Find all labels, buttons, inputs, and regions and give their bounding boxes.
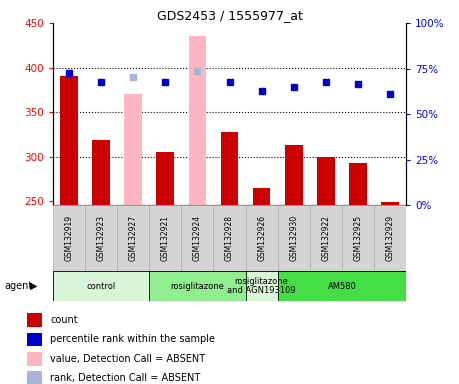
Text: GSM132919: GSM132919 xyxy=(64,215,73,261)
Text: rosiglitazone
and AGN193109: rosiglitazone and AGN193109 xyxy=(227,277,296,295)
Text: agent: agent xyxy=(5,281,33,291)
Text: value, Detection Call = ABSENT: value, Detection Call = ABSENT xyxy=(50,354,206,364)
Bar xyxy=(27,352,42,366)
Text: rosiglitazone: rosiglitazone xyxy=(170,281,224,291)
Text: count: count xyxy=(50,315,78,325)
Text: GSM132930: GSM132930 xyxy=(289,215,298,261)
Bar xyxy=(278,271,406,301)
Bar xyxy=(60,76,78,205)
Bar xyxy=(349,163,367,205)
Bar xyxy=(149,205,181,271)
Bar xyxy=(221,132,238,205)
Text: percentile rank within the sample: percentile rank within the sample xyxy=(50,334,215,344)
Bar xyxy=(27,313,42,327)
Bar xyxy=(85,205,117,271)
Bar xyxy=(53,205,85,271)
Text: ▶: ▶ xyxy=(30,281,37,291)
Text: GSM132926: GSM132926 xyxy=(257,215,266,261)
Bar xyxy=(213,205,246,271)
Bar xyxy=(342,205,374,271)
Text: GSM132928: GSM132928 xyxy=(225,215,234,261)
Text: GSM132927: GSM132927 xyxy=(129,215,138,261)
Bar xyxy=(310,205,342,271)
Text: GSM132924: GSM132924 xyxy=(193,215,202,261)
Title: GDS2453 / 1555977_at: GDS2453 / 1555977_at xyxy=(157,9,302,22)
Text: GSM132925: GSM132925 xyxy=(353,215,363,261)
Text: GSM132921: GSM132921 xyxy=(161,215,170,261)
Bar xyxy=(53,271,149,301)
Bar xyxy=(246,271,278,301)
Bar xyxy=(181,205,213,271)
Text: GSM132923: GSM132923 xyxy=(96,215,106,261)
Bar xyxy=(253,188,270,205)
Bar xyxy=(278,205,310,271)
Bar xyxy=(117,205,149,271)
Bar xyxy=(246,205,278,271)
Bar xyxy=(124,94,142,205)
Bar xyxy=(27,333,42,346)
Text: GSM132929: GSM132929 xyxy=(386,215,395,261)
Bar xyxy=(189,36,206,205)
Text: rank, Detection Call = ABSENT: rank, Detection Call = ABSENT xyxy=(50,373,201,383)
Bar xyxy=(157,152,174,205)
Bar xyxy=(27,371,42,384)
Text: GSM132922: GSM132922 xyxy=(321,215,330,261)
Text: control: control xyxy=(86,281,116,291)
Bar xyxy=(149,271,246,301)
Bar xyxy=(317,157,335,205)
Text: AM580: AM580 xyxy=(328,281,356,291)
Bar xyxy=(92,141,110,205)
Bar xyxy=(374,205,406,271)
Bar xyxy=(285,145,302,205)
Bar xyxy=(381,202,399,205)
